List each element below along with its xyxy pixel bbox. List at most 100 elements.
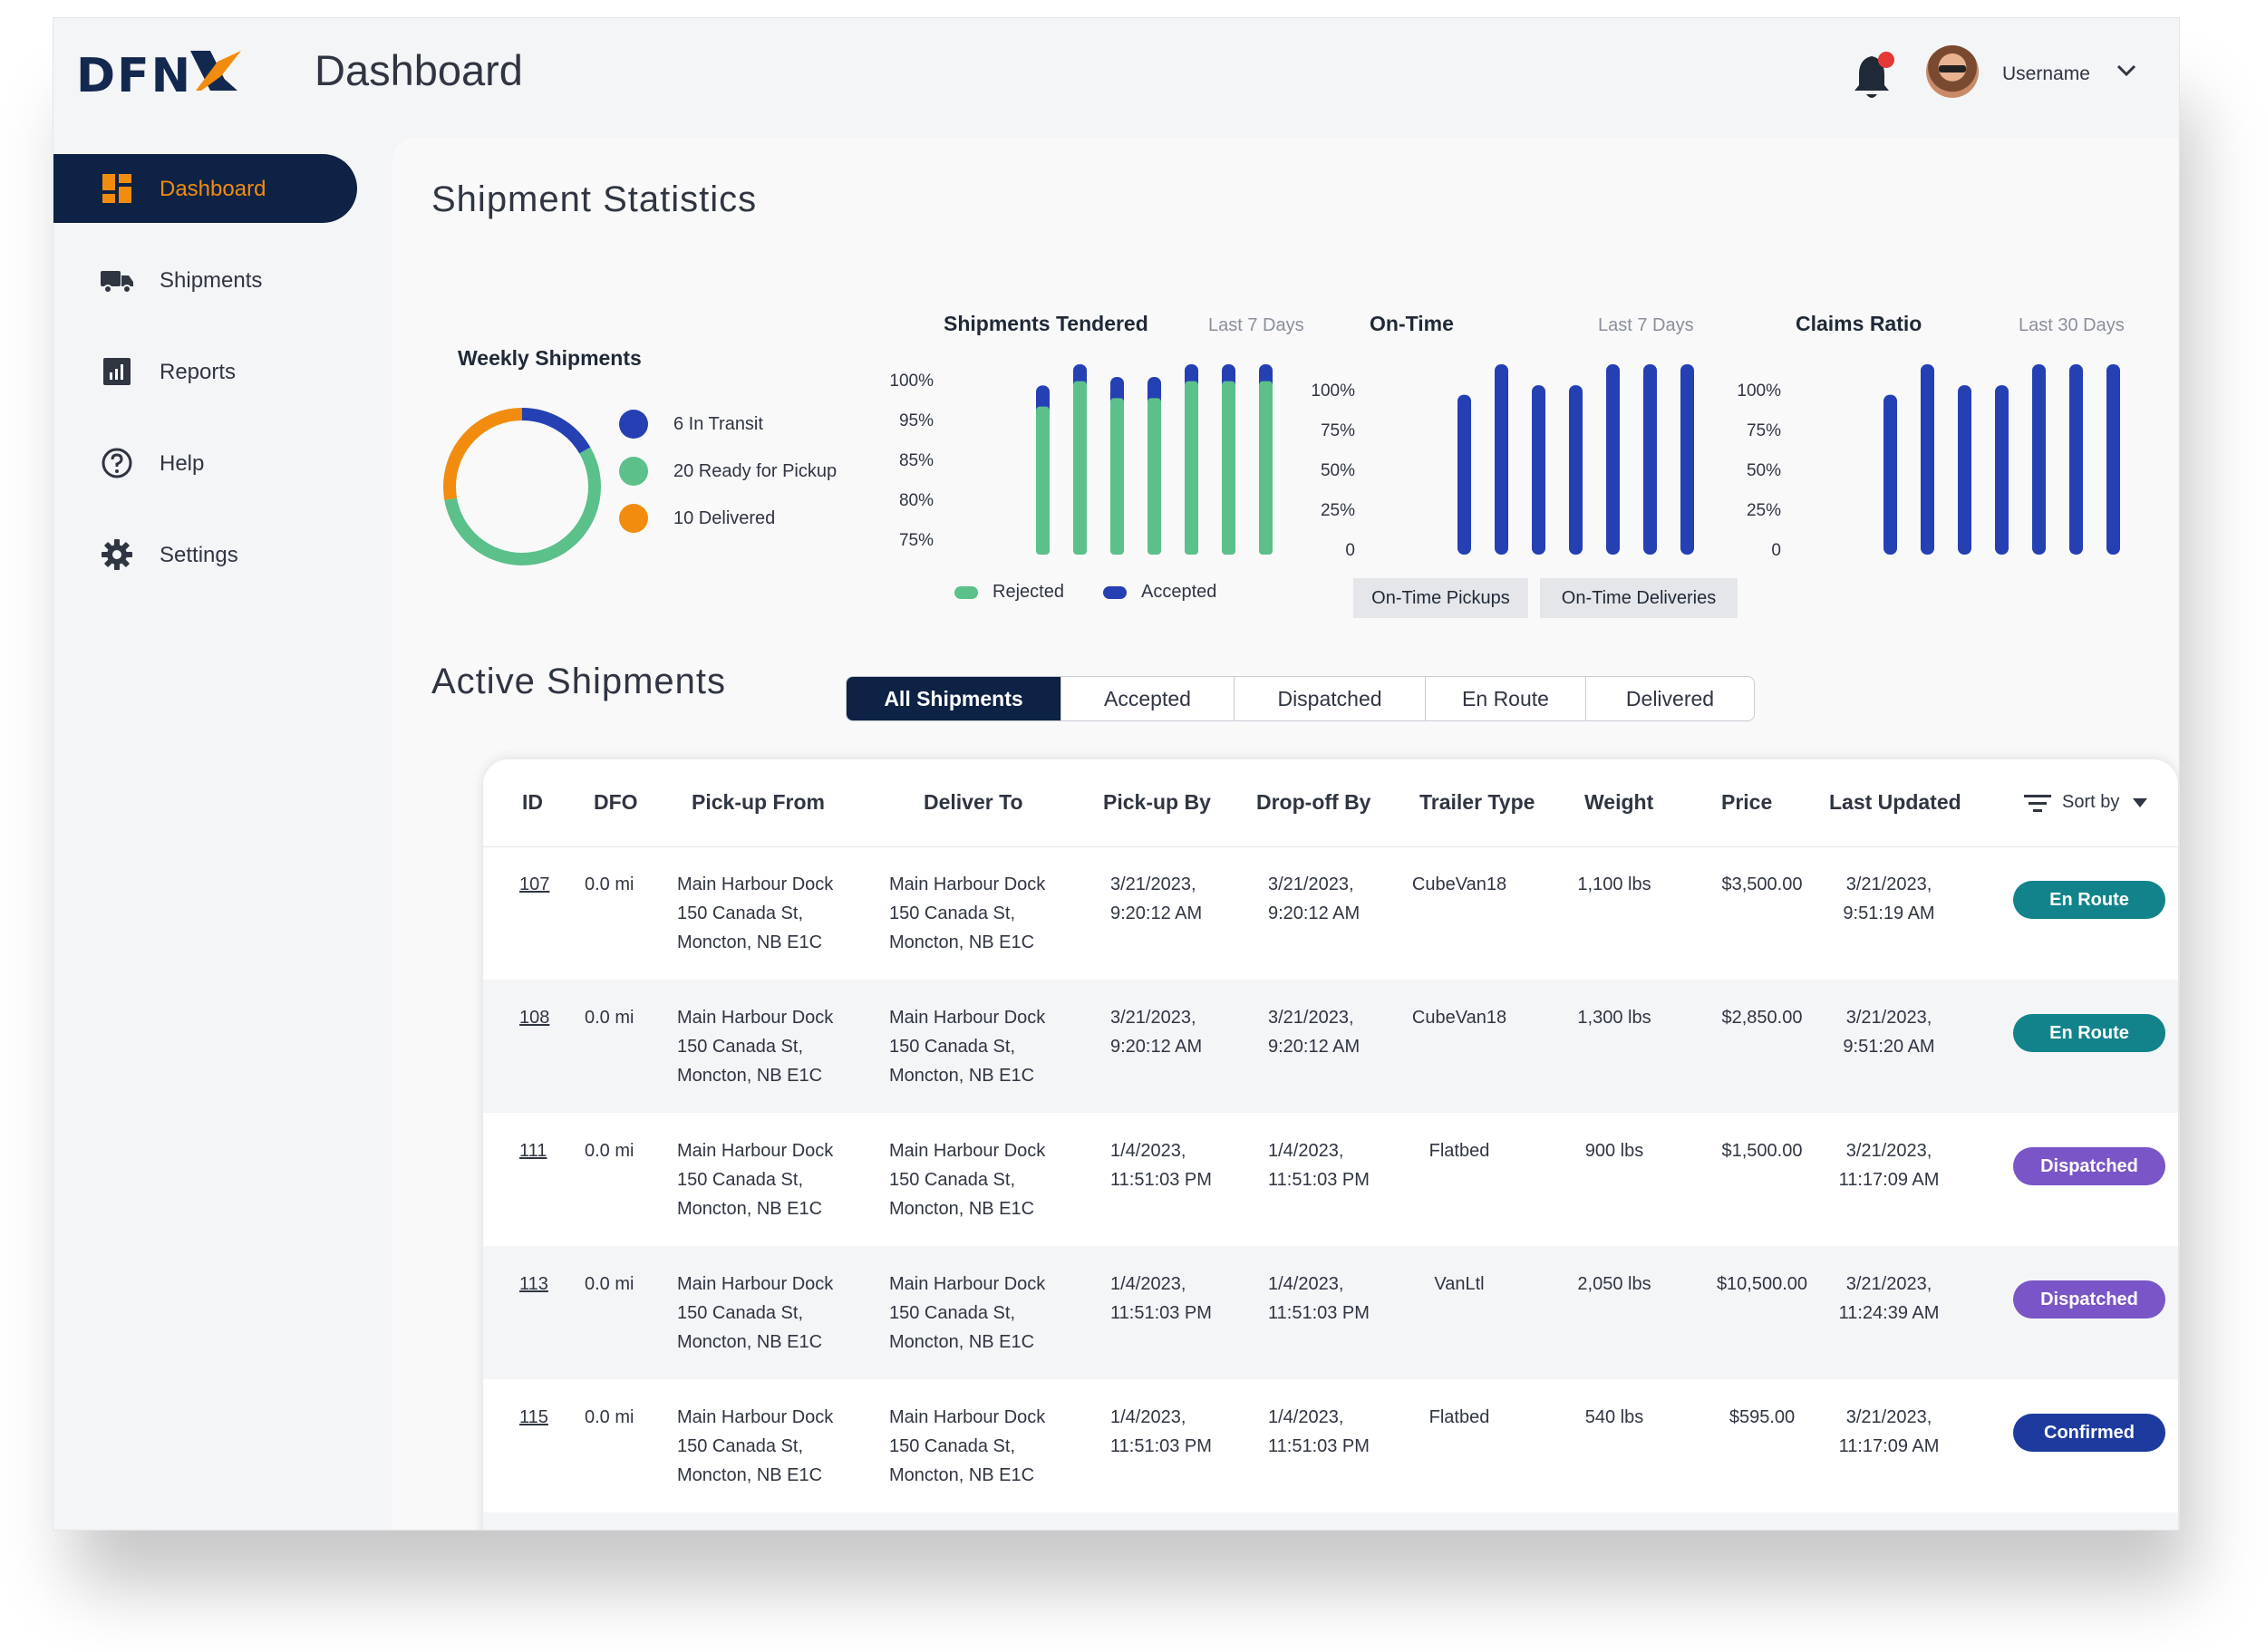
column-header-weight[interactable]: Weight bbox=[1584, 790, 1654, 814]
bell-icon bbox=[1854, 52, 1894, 98]
status-badge: En Route bbox=[2013, 1014, 2165, 1052]
cell-trailer-type: Flatbed bbox=[1428, 1407, 1490, 1427]
cell-dfo: 0.0 mi bbox=[585, 874, 634, 894]
y-tick-label: 95% bbox=[898, 411, 934, 430]
cell-price: $595.00 bbox=[1729, 1407, 1796, 1427]
column-header-dropoff-by[interactable]: Drop-off By bbox=[1256, 790, 1371, 814]
cell-pickup-from-line: Main Harbour Dock bbox=[677, 1407, 834, 1427]
table-row[interactable]: 115 0.0 mi Main Harbour Dock 150 Canada St,… bbox=[483, 1379, 2178, 1512]
tab-accepted[interactable]: Accepted bbox=[1061, 677, 1235, 720]
cell-dropoff-by: 1/4/2023, 11:51:03 PM bbox=[1268, 1136, 1370, 1194]
tab-dispatched[interactable]: Dispatched bbox=[1235, 677, 1426, 720]
top-header: DFN Dashboard Username bbox=[53, 18, 2179, 138]
cell-deliver-to: Main Harbour Dock 150 Canada St, Moncton, … bbox=[889, 1270, 1045, 1357]
column-header-dfo[interactable]: DFO bbox=[594, 790, 638, 814]
cell-weight: 540 lbs bbox=[1584, 1407, 1644, 1427]
cell-dropoff-by-line: 11:51:03 PM bbox=[1268, 1170, 1370, 1190]
ontime-deliveries-button[interactable]: On-Time Deliveries bbox=[1540, 578, 1738, 618]
cell-pickup-from-line: 150 Canada St, bbox=[677, 1170, 803, 1190]
filter-icon bbox=[2024, 794, 2051, 812]
sidebar-item-label: Reports bbox=[160, 360, 237, 384]
y-tick-label: 75% bbox=[1320, 421, 1355, 440]
donut-slice-ready-for-pickup bbox=[443, 408, 601, 565]
cell-pickup-from: Main Harbour Dock 150 Canada St, Moncton, … bbox=[677, 1270, 833, 1357]
sidebar-item-shipments[interactable]: Shipments bbox=[53, 246, 357, 314]
cell-dropoff-by-line: 9:20:12 AM bbox=[1268, 1037, 1361, 1057]
status-badge: Dispatched bbox=[2013, 1147, 2165, 1185]
sidebar-item-dashboard[interactable]: Dashboard bbox=[53, 154, 357, 223]
sort-by-dropdown[interactable]: Sort by bbox=[2024, 792, 2148, 813]
cell-deliver-to-line: Main Harbour Dock bbox=[889, 874, 1046, 894]
column-header-pickup-by[interactable]: Pick-up By bbox=[1103, 790, 1211, 814]
column-header-last-updated[interactable]: Last Updated bbox=[1829, 790, 1961, 814]
shipment-id-link[interactable]: 111 bbox=[519, 1141, 547, 1161]
cell-dropoff-by-line: 1/4/2023, bbox=[1268, 1141, 1344, 1161]
sidebar-item-label: Dashboard bbox=[160, 177, 266, 201]
bar-rejected bbox=[1110, 398, 1124, 555]
cell-last-updated-line: 3/21/2023, bbox=[1845, 1407, 1932, 1427]
dfnx-logo[interactable]: DFN bbox=[76, 43, 248, 107]
cell-pickup-by-line: 11:51:03 PM bbox=[1110, 1436, 1212, 1456]
cell-pickup-from-line: 150 Canada St, bbox=[677, 1037, 803, 1057]
cell-price: $3,500.00 bbox=[1721, 874, 1803, 894]
legend-accepted: Accepted bbox=[1103, 582, 1216, 603]
cell-weight: 2,050 lbs bbox=[1577, 1274, 1651, 1294]
table-row[interactable]: 107 0.0 mi Main Harbour Dock 150 Canada St,… bbox=[483, 846, 2178, 980]
cell-pickup-by-line: 3/21/2023, bbox=[1110, 874, 1196, 894]
cell-pickup-by-line: 11:51:03 PM bbox=[1110, 1303, 1212, 1323]
cell-deliver-to-line: 150 Canada St, bbox=[889, 1170, 1015, 1190]
column-header-pickup-from[interactable]: Pick-up From bbox=[692, 790, 825, 814]
cell-deliver-to: Main Harbour Dock 150 Canada St, Moncton, … bbox=[889, 1403, 1045, 1490]
table-row[interactable]: 111 0.0 mi Main Harbour Dock 150 Canada St,… bbox=[483, 1113, 2178, 1246]
cell-dfo: 0.0 mi bbox=[585, 1274, 634, 1294]
cell-pickup-from-line: 150 Canada St, bbox=[677, 1303, 803, 1323]
cell-pickup-from: Main Harbour Dock 150 Canada St, Moncton, … bbox=[677, 1136, 833, 1223]
shipment-id-link[interactable]: 108 bbox=[519, 1008, 550, 1028]
donut-slice-delivered bbox=[443, 408, 601, 565]
cell-pickup-by: 1/4/2023, 11:51:03 PM bbox=[1110, 1270, 1212, 1328]
cell-deliver-to-line: Moncton, NB E1C bbox=[889, 1332, 1035, 1352]
shipment-id-link[interactable]: 113 bbox=[519, 1274, 548, 1294]
avatar[interactable] bbox=[1926, 45, 1979, 98]
cell-pickup-by: 3/21/2023, 9:20:12 AM bbox=[1110, 1003, 1202, 1061]
shipment-id-link[interactable]: 115 bbox=[519, 1407, 548, 1427]
ontime-pickups-button[interactable]: On-Time Pickups bbox=[1353, 578, 1528, 618]
username[interactable]: Username bbox=[2002, 63, 2090, 84]
sidebar-item-settings[interactable]: Settings bbox=[53, 520, 357, 589]
shipment-id-link[interactable]: 107 bbox=[519, 874, 550, 894]
legend-dot-green bbox=[619, 457, 648, 486]
cell-price: $1,500.00 bbox=[1721, 1141, 1803, 1161]
cell-dropoff-by: 3/21/2023, 9:20:12 AM bbox=[1268, 1003, 1360, 1061]
table-row[interactable]: 108 0.0 mi Main Harbour Dock 150 Canada St,… bbox=[483, 980, 2178, 1113]
sidebar-item-help[interactable]: Help bbox=[53, 429, 357, 498]
cell-weight: 1,300 lbs bbox=[1577, 1008, 1651, 1028]
y-tick-label: 50% bbox=[1320, 461, 1355, 480]
column-header-deliver-to[interactable]: Deliver To bbox=[924, 790, 1023, 814]
notification-bell[interactable] bbox=[1852, 51, 1899, 103]
column-header-price[interactable]: Price bbox=[1721, 790, 1773, 814]
column-header-trailer-type[interactable]: Trailer Type bbox=[1419, 790, 1535, 814]
cell-deliver-to-line: Main Harbour Dock bbox=[889, 1407, 1046, 1427]
tab-delivered[interactable]: Delivered bbox=[1625, 686, 1715, 710]
bar-rejected bbox=[1185, 381, 1198, 555]
cell-pickup-from-line: Main Harbour Dock bbox=[677, 874, 834, 894]
column-header-id[interactable]: ID bbox=[522, 790, 543, 814]
bar bbox=[1495, 364, 1508, 555]
chevron-down-icon[interactable] bbox=[2116, 63, 2137, 78]
gear-icon bbox=[102, 539, 132, 570]
table-row[interactable]: 113 0.0 mi Main Harbour Dock 150 Canada St,… bbox=[483, 1246, 2178, 1379]
tab-all-shipments[interactable]: All Shipments bbox=[847, 677, 1061, 720]
status-badge: En Route bbox=[2013, 881, 2165, 919]
cell-pickup-from-line: Moncton, NB E1C bbox=[677, 1199, 823, 1219]
caret-down-icon bbox=[2133, 797, 2148, 807]
sidebar-item-reports[interactable]: Reports bbox=[53, 337, 357, 406]
cell-dropoff-by: 3/21/2023, 9:20:12 AM bbox=[1268, 870, 1360, 928]
bar-rejected bbox=[1259, 381, 1273, 555]
y-tick-label: 100% bbox=[1737, 382, 1781, 401]
cell-pickup-from-line: Main Harbour Dock bbox=[677, 1141, 834, 1161]
tab-en-route[interactable]: En Route bbox=[1426, 677, 1586, 720]
cell-dropoff-by-line: 9:20:12 AM bbox=[1268, 903, 1361, 923]
bar bbox=[1532, 385, 1545, 555]
cell-dropoff-by-line: 3/21/2023, bbox=[1268, 1008, 1354, 1028]
